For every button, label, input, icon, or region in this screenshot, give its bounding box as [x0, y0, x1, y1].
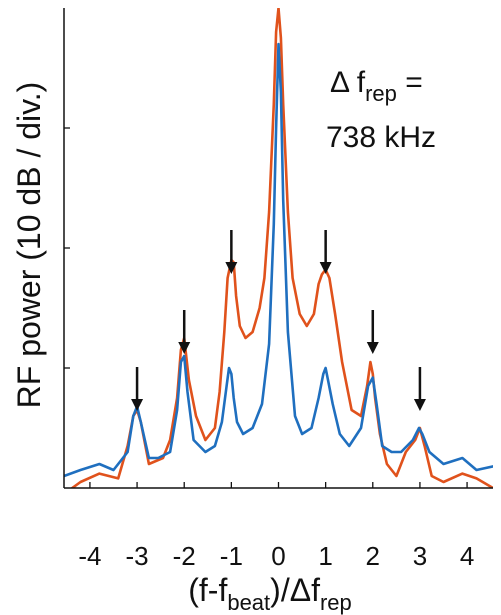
sideband-arrow	[225, 230, 238, 274]
series-group	[64, 8, 493, 488]
arrow-head	[131, 399, 144, 411]
arrow-head	[413, 399, 426, 411]
sideband-arrow	[178, 310, 191, 354]
series-line-1	[70, 8, 493, 488]
x-tick-label: 2	[366, 541, 380, 571]
y-axis-label: RF power (10 dB / div.)	[11, 82, 47, 409]
x-tick-label: 1	[318, 541, 332, 571]
x-tick-label: -4	[78, 541, 101, 571]
x-tick-label: 4	[460, 541, 474, 571]
annotation-line-1: Δ frep =	[330, 66, 423, 106]
axis-layer	[63, 8, 493, 489]
arrow-head	[366, 342, 379, 354]
arrow-head	[225, 262, 238, 274]
x-tick-label: -3	[126, 541, 149, 571]
x-axis-label: (f-fbeat)/Δfrep	[188, 572, 352, 615]
series-line-2	[64, 42, 493, 478]
sideband-arrow	[319, 230, 332, 274]
x-tick-label: -1	[220, 541, 243, 571]
sideband-arrow	[366, 310, 379, 354]
arrow-head	[178, 342, 191, 354]
arrow-head	[319, 262, 332, 274]
plot-layer	[64, 8, 493, 488]
sideband-arrow	[131, 367, 144, 411]
sideband-arrow	[413, 367, 426, 411]
x-tick-label: -2	[173, 541, 196, 571]
x-tick-label: 0	[271, 541, 285, 571]
label-layer: -4 -3 -2 -1 0 1 2 3 4 RF power (10 dB / div.) (f-f…	[11, 66, 474, 615]
x-tick-label: 3	[413, 541, 427, 571]
annotation-line-2: 738 kHz	[326, 121, 436, 154]
